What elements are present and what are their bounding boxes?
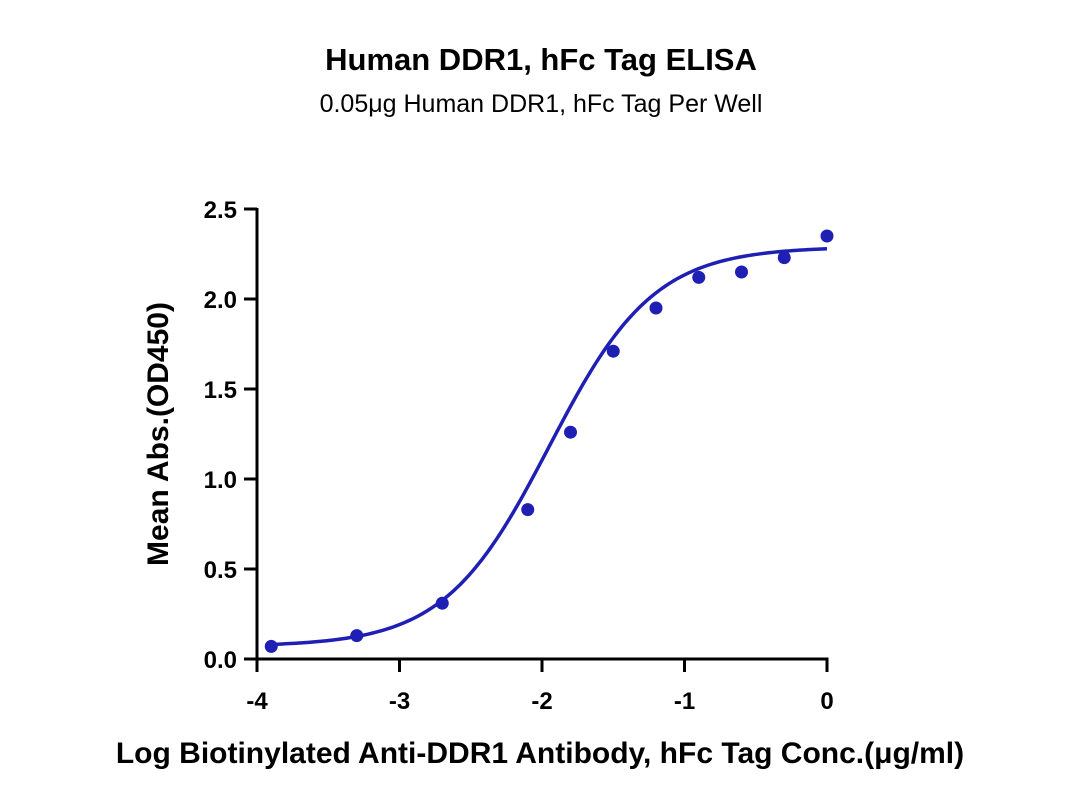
data-point [435, 596, 449, 610]
data-point [521, 503, 535, 517]
fit-curve-layer [271, 247, 828, 647]
x-tick-label: -2 [531, 688, 552, 715]
y-tick-label: 0.5 [204, 557, 237, 584]
x-tick-label: 0 [820, 688, 833, 715]
x-tick-label: -3 [389, 688, 410, 715]
x-axis-title: Log Biotinylated Anti-DDR1 Antibody, hFc… [116, 737, 964, 770]
data-point [264, 639, 278, 653]
data-points-layer [264, 229, 834, 653]
data-point [606, 344, 620, 358]
y-tick-label: 2.5 [204, 197, 237, 224]
data-point [692, 270, 706, 284]
y-tick-label: 0.0 [204, 647, 237, 674]
x-tick-label: -4 [246, 688, 268, 715]
chart-title: Human DDR1, hFc Tag ELISA [325, 42, 757, 77]
fit-curve [271, 247, 828, 647]
y-tick-label: 2.0 [204, 287, 237, 314]
data-point [564, 425, 577, 439]
y-tick-label: 1.0 [204, 467, 237, 494]
data-point [649, 301, 663, 315]
data-point [820, 229, 834, 243]
x-tick-label: -1 [674, 688, 695, 715]
data-point [350, 629, 364, 643]
y-axis-title: Mean Abs.(OD450) [142, 302, 175, 566]
y-tick-label: 1.5 [204, 377, 237, 404]
chart-subtitle: 0.05μg Human DDR1, hFc Tag Per Well [320, 90, 763, 118]
data-point [777, 251, 791, 265]
x-axis: -4 -3 -2 -1 0 [246, 657, 834, 715]
y-axis: 0.0 0.5 1.0 1.5 2.0 2.5 [204, 197, 259, 674]
data-point [735, 265, 748, 279]
